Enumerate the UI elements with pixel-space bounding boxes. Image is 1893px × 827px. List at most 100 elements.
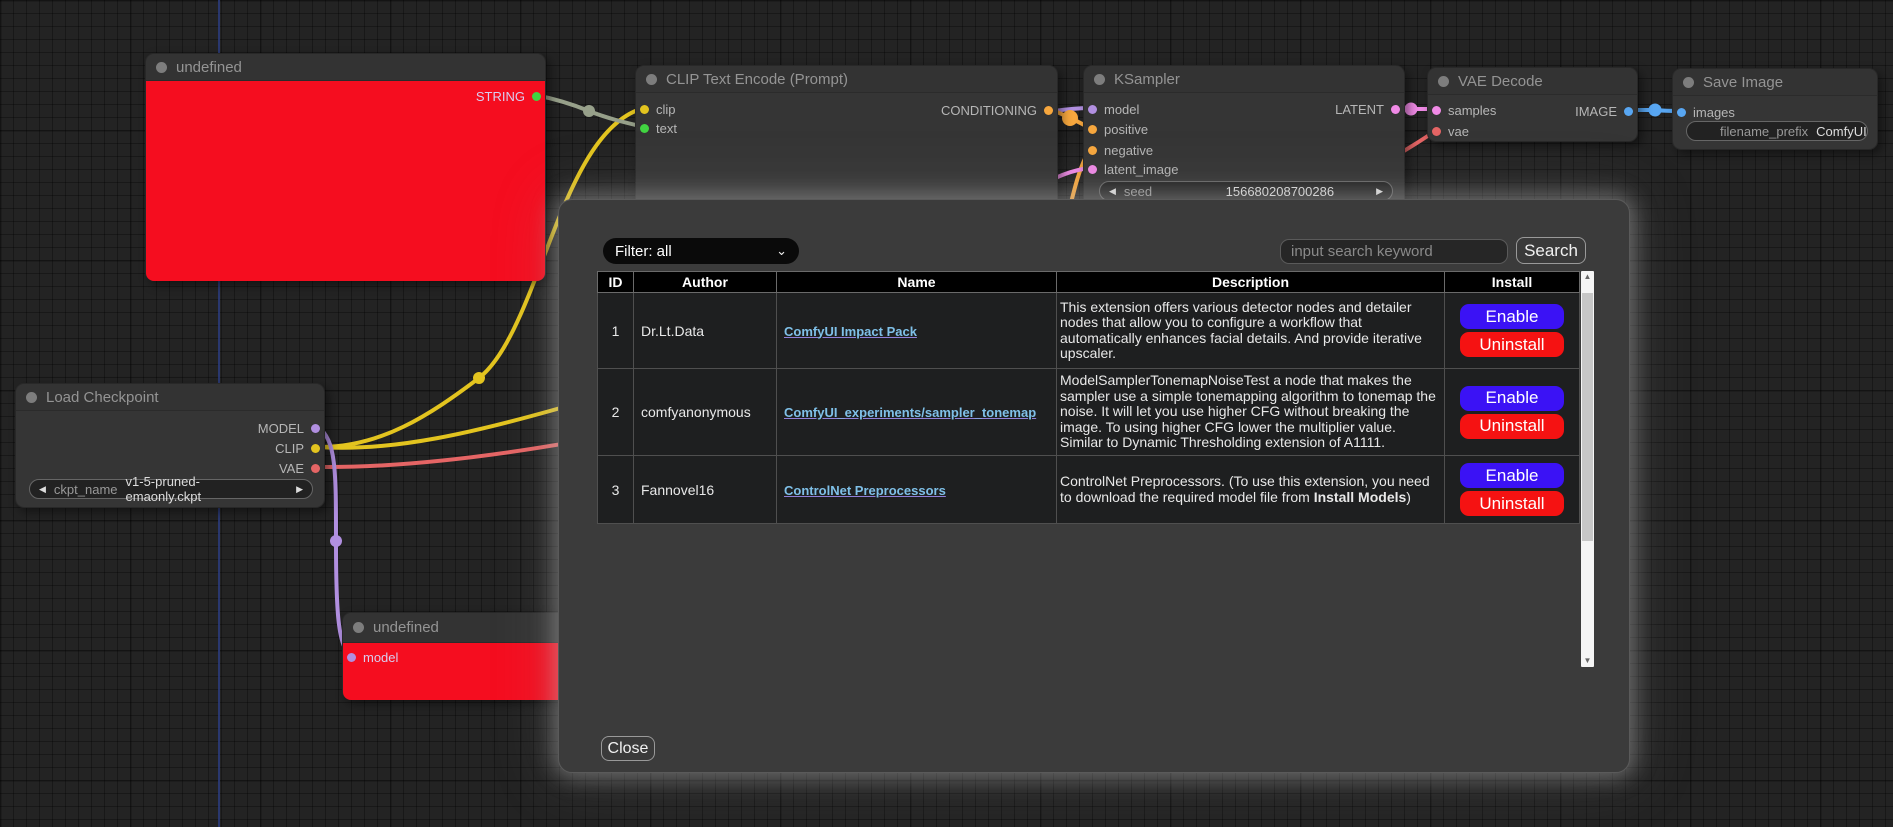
node-status-dot [1094,73,1105,85]
widget-value: v1-5-pruned-emaonly.ckpt [125,474,202,504]
output-label: MODEL [257,420,304,436]
ext-description: ModelSamplerTonemapNoiseTest a node that… [1056,368,1445,456]
input-dot-text[interactable] [640,123,649,133]
wire-clip-hidden [316,396,597,450]
ext-name-link[interactable]: ComfyUI_experiments/sampler_tonemap [784,405,1037,420]
node-title: VAE Decode [1458,72,1543,90]
node-title: undefined [176,58,242,76]
uninstall-button[interactable]: Uninstall [1460,413,1564,439]
increment-arrow-icon[interactable]: ▶ [296,483,303,494]
header-install: Install [1444,271,1580,293]
input-label: model [1104,101,1140,117]
node-status-dot [26,391,37,403]
input-dot-clip[interactable] [640,104,649,114]
input-dot-latent-image[interactable] [1088,164,1097,174]
input-label: clip [656,101,676,117]
output-dot-string[interactable] [532,91,541,101]
node-vae-decode[interactable]: VAE Decode samples vae IMAGE [1427,67,1638,142]
reroute-dot-string[interactable] [583,105,595,117]
node-status-dot [1683,76,1694,88]
filter-value: Filter: all [615,242,672,260]
input-label: images [1693,104,1735,120]
header-id: ID [597,271,634,293]
close-button[interactable]: Close [601,736,655,761]
enable-button[interactable]: Enable [1460,304,1564,329]
reroute-dot-image[interactable] [1648,103,1662,117]
seed-label: seed [1123,183,1153,199]
table-header-row: ID Author Name Description Install [597,271,1580,293]
ext-author: Dr.Lt.Data [633,292,777,369]
uninstall-button[interactable]: Uninstall [1460,491,1564,516]
wire-string-text [533,93,646,129]
reroute-dot-clip[interactable] [473,372,485,384]
node-title: undefined [373,619,439,636]
ext-name-link[interactable]: ComfyUI Impact Pack [784,323,917,339]
output-label: LATENT [1335,101,1384,117]
header-name: Name [776,271,1057,293]
reroute-dot-model[interactable] [330,535,342,547]
node-save-image[interactable]: Save Image images filename_prefix ComfyU… [1672,68,1878,150]
node-load-checkpoint[interactable]: Load Checkpoint MODEL CLIP VAE ◀ ckpt_na… [15,383,325,508]
reroute-dot-latent[interactable] [1404,102,1418,116]
scrollbar-down-icon[interactable]: ▼ [1583,656,1592,665]
seed-widget[interactable]: ◀ seed 156680208700286 ▶ [1099,181,1393,201]
output-label: STRING [475,88,525,104]
node-status-dot [353,622,364,633]
input-label: vae [1448,123,1469,139]
table-row: 1 Dr.Lt.Data ComfyUI Impact Pack This ex… [597,292,1580,369]
input-label: model [363,649,399,665]
input-label: latent_image [1104,161,1179,177]
search-button[interactable]: Search [1516,237,1586,264]
input-dot-images[interactable] [1677,107,1686,117]
input-label: negative [1104,142,1154,158]
input-dot-model[interactable] [1088,104,1097,114]
node-status-dot [646,73,657,85]
enable-button[interactable]: Enable [1460,385,1564,411]
output-label: CONDITIONING [940,102,1037,118]
ext-id: 2 [597,368,634,456]
header-author: Author [633,271,777,293]
output-dot-conditioning[interactable] [1044,105,1053,115]
output-dot-image[interactable] [1624,106,1633,116]
uninstall-button[interactable]: Uninstall [1460,332,1564,357]
input-dot-model[interactable] [347,652,356,662]
ckpt-name-widget[interactable]: ◀ ckpt_name v1-5-pruned-emaonly.ckpt ▶ [29,474,313,504]
install-models-bold: Install Models [1313,488,1407,505]
scrollbar-up-icon[interactable]: ▲ [1583,272,1592,281]
extension-manager-dialog: Filter: all ⌄ Search ID Author Name Desc… [558,199,1630,773]
search-input[interactable] [1280,239,1508,264]
ext-name-link[interactable]: ControlNet Preprocessors [784,482,946,498]
output-dot-model[interactable] [311,423,320,433]
seed-value: 156680208700286 [1225,183,1335,199]
scrollbar-thumb[interactable] [1582,293,1593,541]
decrement-arrow-icon[interactable]: ◀ [39,483,46,494]
input-dot-positive[interactable] [1088,124,1097,134]
ext-id: 3 [597,455,634,524]
filename-prefix-widget[interactable]: filename_prefix ComfyUI [1686,121,1868,141]
output-label: VAE [278,460,304,476]
filter-select[interactable]: Filter: all ⌄ [603,238,799,264]
output-label: IMAGE [1575,103,1617,119]
table-row: 2 comfyanonymous ComfyUI_experiments/sam… [597,368,1580,456]
node-status-dot [156,61,167,73]
increment-arrow-icon[interactable]: ▶ [1376,185,1383,196]
reroute-dot-conditioning[interactable] [1062,110,1078,126]
node-title: Load Checkpoint [46,388,159,406]
input-dot-samples[interactable] [1432,105,1441,115]
ext-description: This extension offers various detector n… [1056,292,1445,369]
input-label: positive [1104,121,1149,137]
node-undefined-string[interactable]: undefined STRING [145,53,546,281]
ext-author: Fannovel16 [633,455,777,524]
output-dot-vae[interactable] [311,463,320,473]
decrement-arrow-icon[interactable]: ◀ [1109,185,1116,196]
output-dot-clip[interactable] [311,443,320,453]
output-label: CLIP [275,440,304,456]
output-dot-latent[interactable] [1391,104,1400,114]
ext-author: comfyanonymous [633,368,777,456]
input-dot-vae[interactable] [1432,126,1441,136]
table-scrollbar[interactable]: ▲ ▼ [1581,271,1594,667]
input-dot-negative[interactable] [1088,145,1097,155]
ext-description: ControlNet Preprocessors. (To use this e… [1056,455,1445,524]
node-title: CLIP Text Encode (Prompt) [666,70,849,88]
enable-button[interactable]: Enable [1460,463,1564,488]
